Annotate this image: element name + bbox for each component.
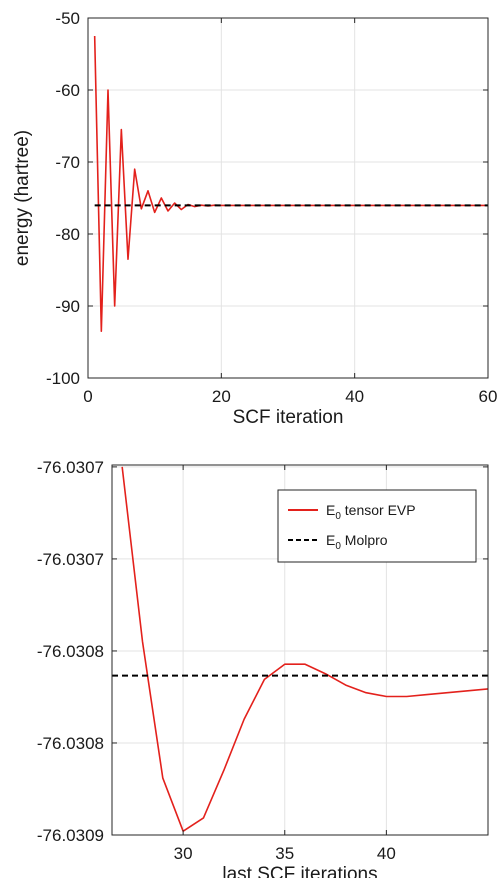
top-xtick-label: 40 xyxy=(345,387,364,406)
legend-box xyxy=(277,489,477,563)
energy-vs-iteration-chart: 0 20 40 60 -100 -90 -80 -70 -60 -50 SCF iteration… xyxy=(12,9,497,428)
bottom-ytick-label: -76.0308 xyxy=(37,642,104,661)
top-ytick-label: -90 xyxy=(55,297,80,316)
top-ytick-label: -50 xyxy=(55,9,80,28)
bottom-xtick-label: 30 xyxy=(174,844,193,863)
legend-label-molpro: E0 Molpro xyxy=(326,532,388,552)
legend: E0 tensor EVP E0 Molpro xyxy=(277,489,477,563)
bottom-plot-frame xyxy=(111,464,489,836)
top-y-axis-label: energy (hartree) xyxy=(12,130,33,266)
bottom-xtick-label: 40 xyxy=(377,844,396,863)
top-ytick-label: -70 xyxy=(55,153,80,172)
top-ytick-label: -60 xyxy=(55,81,80,100)
last-iterations-chart: 30 35 40 -76.0309 -76.0308 -76.0308 -76.0307 -7… xyxy=(37,458,489,878)
top-xtick-label: 20 xyxy=(212,387,231,406)
top-ytick-label: -100 xyxy=(46,369,80,388)
bottom-ytick-label: -76.0308 xyxy=(37,734,104,753)
bottom-ytick-label: -76.0309 xyxy=(37,826,104,845)
bottom-xtick-label: 35 xyxy=(275,844,294,863)
top-xtick-label: 60 xyxy=(479,387,498,406)
top-ytick-label: -80 xyxy=(55,225,80,244)
top-xtick-label: 0 xyxy=(83,387,92,406)
top-x-axis-label: SCF iteration xyxy=(233,407,344,428)
legend-label-tensor-evp: E0 tensor EVP xyxy=(326,502,416,522)
bottom-ytick-label: -76.0307 xyxy=(37,550,104,569)
top-gridlines xyxy=(88,18,488,378)
bottom-ticks: 30 35 40 -76.0309 -76.0308 -76.0308 -76.0307 -7… xyxy=(37,458,488,863)
bottom-ytick-label: -76.0307 xyxy=(37,458,104,477)
top-series xyxy=(93,35,488,333)
top-series-line-0 xyxy=(93,35,488,333)
top-plot-frame xyxy=(87,17,489,379)
top-ticks: 0 20 40 60 -100 -90 -80 -70 -60 -50 xyxy=(46,9,497,406)
bottom-x-axis-label: last SCF iterations xyxy=(222,864,377,878)
